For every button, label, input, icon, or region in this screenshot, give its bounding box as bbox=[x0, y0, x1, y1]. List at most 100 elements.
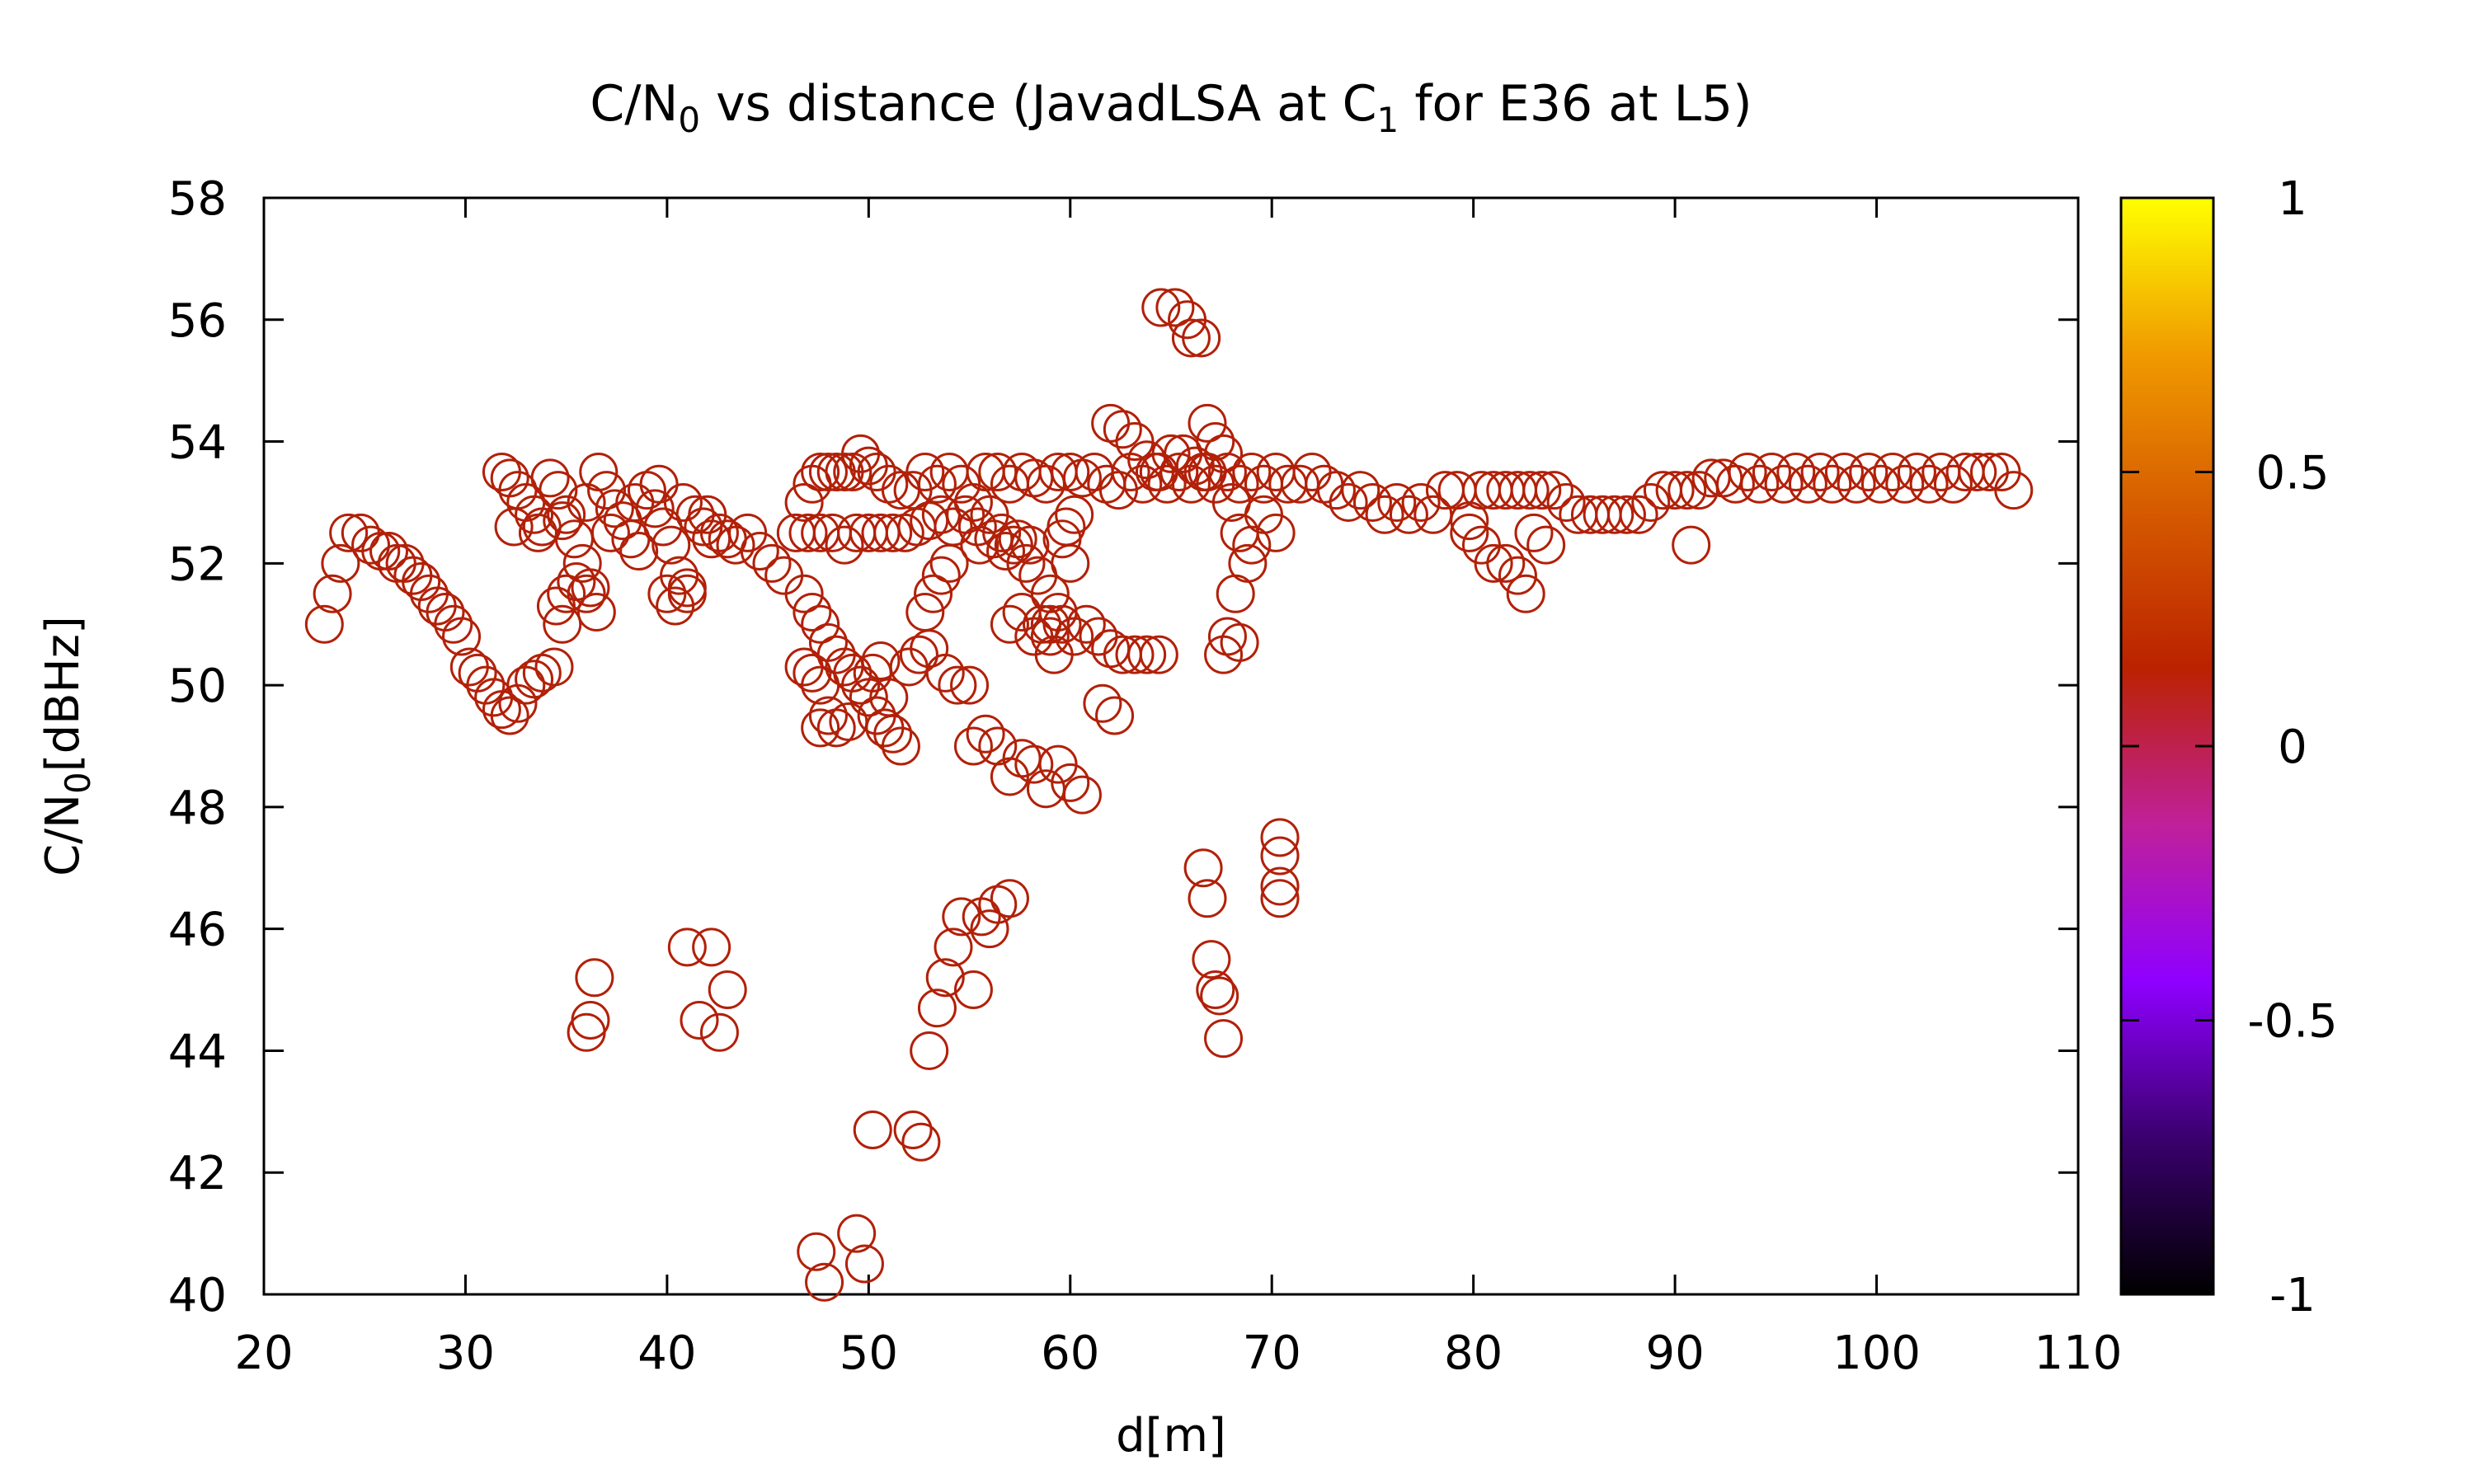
data-point bbox=[1196, 970, 1235, 1010]
data-point bbox=[562, 543, 602, 583]
data-point bbox=[1510, 471, 1550, 510]
data-point bbox=[833, 453, 872, 491]
y-tick-label: 54 bbox=[168, 416, 227, 470]
data-point bbox=[635, 489, 675, 528]
data-point bbox=[1204, 434, 1244, 473]
data-point bbox=[1014, 617, 1054, 656]
x-tick-label: 110 bbox=[2034, 1327, 2123, 1380]
data-point bbox=[351, 525, 391, 565]
data-point bbox=[667, 928, 707, 967]
data-point bbox=[1188, 879, 1227, 918]
data-point bbox=[1155, 288, 1195, 327]
data-point bbox=[1885, 464, 1925, 504]
data-point bbox=[667, 568, 707, 608]
data-point bbox=[917, 989, 957, 1028]
x-tick-label: 70 bbox=[1243, 1327, 1301, 1380]
data-point bbox=[1196, 422, 1235, 462]
x-tick-label: 100 bbox=[1832, 1327, 1921, 1380]
data-point bbox=[576, 592, 616, 632]
data-point bbox=[1389, 495, 1428, 534]
colorbar-ticks: -1 -0.5 0 0.5 1 bbox=[2121, 172, 2338, 1322]
data-point bbox=[567, 574, 606, 613]
data-point bbox=[651, 525, 691, 565]
data-point bbox=[434, 604, 473, 644]
colorbar-tick-label: 1 bbox=[2278, 172, 2307, 226]
data-point bbox=[962, 897, 1001, 937]
data-point bbox=[1813, 464, 1852, 504]
data-point bbox=[1260, 879, 1300, 918]
data-point bbox=[663, 482, 703, 522]
data-point bbox=[1546, 482, 1586, 522]
y-tick-label: 56 bbox=[168, 294, 227, 348]
data-point bbox=[458, 653, 497, 693]
data-point bbox=[837, 1214, 877, 1253]
data-point bbox=[808, 453, 848, 491]
data-point bbox=[587, 471, 627, 510]
data-point bbox=[805, 1262, 844, 1302]
data-point bbox=[699, 1012, 739, 1052]
data-point bbox=[1800, 453, 1840, 491]
data-point bbox=[873, 513, 913, 552]
data-point bbox=[901, 1122, 941, 1162]
data-point bbox=[1216, 574, 1255, 613]
data-point bbox=[1365, 495, 1404, 534]
data-point bbox=[953, 970, 993, 1010]
data-point bbox=[829, 702, 868, 741]
data-point bbox=[801, 665, 840, 705]
data-point bbox=[1260, 836, 1300, 876]
data-point bbox=[793, 592, 832, 632]
data-point bbox=[1115, 635, 1155, 674]
data-point bbox=[1619, 495, 1658, 534]
data-point bbox=[530, 458, 570, 498]
data-point bbox=[905, 453, 945, 491]
x-tick-label: 90 bbox=[1645, 1327, 1704, 1380]
y-axis-label: C/N0[dBHz] bbox=[36, 616, 98, 876]
data-point bbox=[801, 604, 840, 644]
data-point bbox=[543, 604, 582, 644]
data-point bbox=[953, 726, 993, 766]
data-point bbox=[1631, 482, 1671, 522]
data-point bbox=[1204, 635, 1244, 674]
data-point bbox=[1522, 471, 1562, 510]
colorbar-tick-label: -0.5 bbox=[2247, 995, 2337, 1049]
data-point bbox=[752, 543, 792, 583]
data-point bbox=[1232, 453, 1272, 491]
data-point bbox=[910, 629, 949, 669]
data-point bbox=[1764, 464, 1804, 504]
data-point bbox=[1316, 471, 1356, 510]
data-point bbox=[1030, 617, 1070, 656]
data-point bbox=[788, 513, 828, 552]
y-tick-label: 46 bbox=[168, 904, 227, 957]
data-point bbox=[575, 958, 614, 998]
data-point bbox=[1401, 482, 1441, 522]
data-point bbox=[494, 507, 534, 547]
data-point bbox=[539, 471, 578, 510]
data-point bbox=[1192, 940, 1231, 979]
data-point bbox=[889, 647, 929, 687]
data-point bbox=[970, 909, 1009, 949]
data-point bbox=[1204, 1019, 1244, 1059]
data-point bbox=[547, 574, 586, 613]
data-point bbox=[1728, 453, 1767, 491]
data-point bbox=[1200, 976, 1239, 1016]
chart-title: C/N0 vs distance (JavadLSA at C1 for E36… bbox=[590, 75, 1752, 140]
data-point bbox=[917, 464, 957, 504]
data-point bbox=[1256, 513, 1296, 552]
y-tick-label: 42 bbox=[168, 1147, 227, 1200]
data-point bbox=[688, 495, 727, 534]
data-point bbox=[793, 653, 832, 693]
data-point bbox=[1006, 543, 1046, 583]
data-point bbox=[1260, 866, 1300, 906]
data-points bbox=[304, 288, 2034, 1302]
data-point bbox=[1147, 464, 1187, 504]
data-point bbox=[1461, 525, 1501, 565]
data-point bbox=[841, 665, 881, 705]
data-point bbox=[557, 562, 596, 601]
data-point bbox=[1002, 592, 1042, 632]
data-point bbox=[1526, 525, 1566, 565]
x-tick-label: 20 bbox=[234, 1327, 293, 1380]
data-point bbox=[1715, 464, 1755, 504]
y-tick-label: 48 bbox=[168, 782, 227, 835]
data-point bbox=[844, 1244, 884, 1284]
